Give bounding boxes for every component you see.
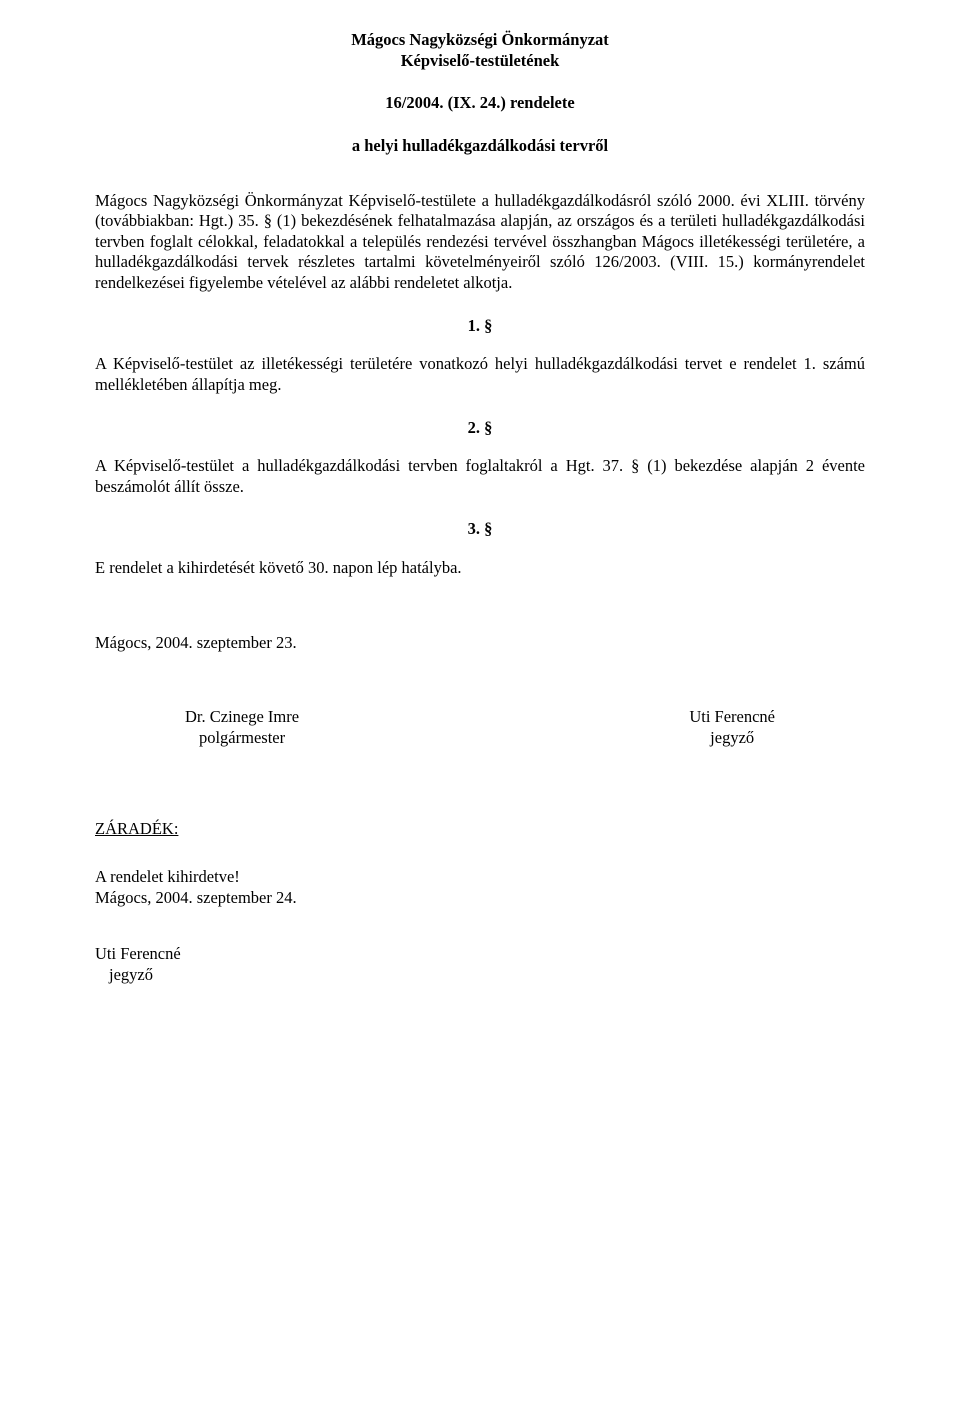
- section-1-num: 1. §: [95, 316, 865, 337]
- zaradek-sig-title: jegyző: [95, 965, 865, 986]
- header-line-3: 16/2004. (IX. 24.) rendelete: [95, 93, 865, 114]
- section-2-num: 2. §: [95, 418, 865, 439]
- section-3-text: E rendelet a kihirdetését követő 30. nap…: [95, 558, 865, 579]
- signature-right: Uti Ferencné jegyző: [689, 707, 775, 748]
- zaradek-sig-name: Uti Ferencné: [95, 944, 865, 965]
- signature-row: Dr. Czinege Imre polgármester Uti Ferenc…: [95, 707, 865, 748]
- signature-right-title: jegyző: [689, 728, 775, 749]
- header-line-2: Képviselő-testületének: [95, 51, 865, 72]
- section-3-num: 3. §: [95, 519, 865, 540]
- zaradek-line-2: Mágocs, 2004. szeptember 24.: [95, 888, 865, 909]
- zaradek-line-1: A rendelet kihirdetve!: [95, 867, 865, 888]
- date-place: Mágocs, 2004. szeptember 23.: [95, 633, 865, 654]
- intro-paragraph: Mágocs Nagyközségi Önkormányzat Képvisel…: [95, 191, 865, 294]
- signature-left-name: Dr. Czinege Imre: [185, 707, 299, 728]
- signature-left: Dr. Czinege Imre polgármester: [185, 707, 299, 748]
- signature-right-name: Uti Ferencné: [689, 707, 775, 728]
- header-line-1: Mágocs Nagyközségi Önkormányzat: [95, 30, 865, 51]
- signature-left-title: polgármester: [185, 728, 299, 749]
- section-1-text: A Képviselő-testület az illetékességi te…: [95, 354, 865, 395]
- zaradek-heading: ZÁRADÉK:: [95, 819, 865, 840]
- header-line-4: a helyi hulladékgazdálkodási tervről: [95, 136, 865, 157]
- section-2-text: A Képviselő-testület a hulladékgazdálkod…: [95, 456, 865, 497]
